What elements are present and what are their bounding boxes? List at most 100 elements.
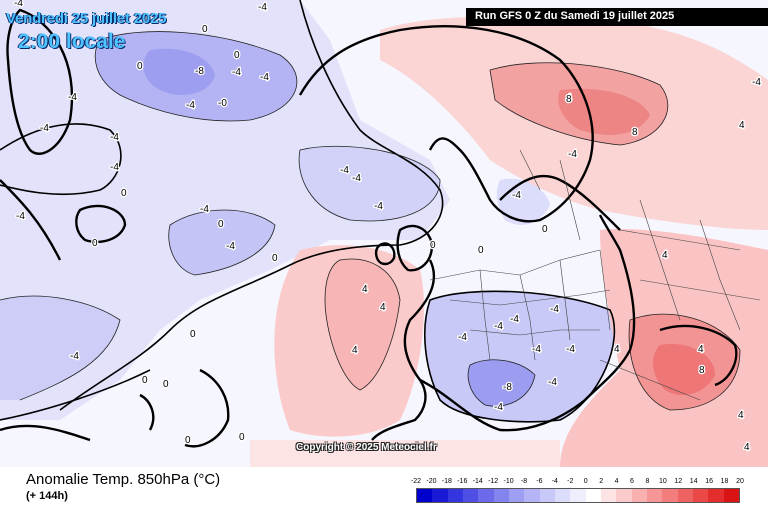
contour-label: 0 (202, 24, 208, 35)
contour-label: -4 (752, 77, 761, 88)
contour-label: -4 (40, 123, 49, 134)
coastlines (0, 8, 738, 448)
scale-tick-label: -18 (441, 478, 452, 485)
contour-label: -4 (494, 402, 503, 413)
contour-label: -0 (218, 98, 227, 109)
forecast-map: -4 -4 0 -8 0 -4 -4 0 -4 -0 -4 -4 -4 -4 0 -4 -4 0 0 -4 0 -4 -4-… (0, 0, 768, 467)
scale-tick-label: -22 (410, 478, 422, 485)
scale-swatch (692, 489, 709, 502)
scale-swatch (539, 489, 555, 502)
contour-label: 0 (430, 240, 436, 251)
forecast-time: 2:00 locale (18, 30, 126, 53)
contour-label: -4 (550, 304, 559, 315)
scale-swatch (646, 489, 663, 502)
contour-label: 0 (542, 224, 548, 235)
contour-label: 8 (566, 94, 572, 105)
contour-label: -4 (16, 211, 25, 222)
scale-tick-label: 18 (720, 478, 729, 485)
contour-label: -4 (532, 344, 541, 355)
contour-label: -4 (258, 2, 267, 13)
contour-label: -4 (70, 351, 79, 362)
contour-label: -4 (68, 92, 77, 103)
scale-tick-label: 6 (630, 478, 634, 485)
map-canvas: -4 -40-80-4 -40-4 -0-4-4-4-40-4-400-40-4-4-… (0, 0, 768, 467)
scale-tick-label: 10 (658, 478, 667, 485)
scale-swatch (524, 489, 540, 502)
contour-label: 0 (234, 50, 240, 61)
forecast-date: Vendredi 25 juillet 2025 (6, 10, 167, 27)
country-borders (429, 149, 761, 401)
contour-label: -8 (503, 382, 512, 393)
contour-label: -4 (200, 204, 209, 215)
scale-tick-labels: -22 -20 -18 -16 -14 -12 -10 -8 -6 -4 -2 0 2 4 6 8 10 12 14… (410, 478, 746, 488)
contour-label: 4 (739, 120, 745, 131)
contour-label: 0 (121, 188, 127, 199)
contour-label: 0 (163, 379, 169, 390)
scale-tick-label: -14 (472, 478, 483, 485)
scale-swatch (677, 489, 693, 502)
contour-labels: -4 -40-80-4 -40-4 -0-4-4-4-40-4-400-40-4-4-… (13, 0, 763, 454)
anomaly-contours (0, 31, 741, 411)
scale-tick-label: 2 (599, 478, 604, 485)
contour-label: 4 (614, 344, 620, 355)
contour-label: -4 (512, 190, 521, 201)
contour-label: 4 (566, 93, 572, 104)
scale-swatch (554, 489, 571, 502)
scale-tick-label: -8 (520, 478, 528, 485)
zero-contours (0, 0, 616, 423)
contour-label: -4 (494, 321, 503, 332)
scale-swatch (478, 489, 494, 502)
contour-label: 4 (738, 410, 744, 421)
scale-swatch (508, 489, 525, 502)
scale-tick-label: 4 (614, 478, 619, 485)
contour-label: -4 (110, 162, 119, 173)
scale-tick-label: 20 (736, 478, 744, 485)
scale-swatch (616, 489, 632, 502)
contour-label: -4 (340, 165, 349, 176)
contour-label: 8 (699, 365, 705, 376)
contour-label: 4 (362, 284, 368, 295)
contour-label: 0 (185, 435, 191, 446)
scale-swatches (416, 488, 740, 503)
contour-label: 0 (137, 61, 143, 72)
scale-swatch (417, 489, 433, 502)
color-scale: -22 -20 -18 -16 -14 -12 -10 -8 -6 -4 -2 0 2 4 6 8 10 12 14… (410, 478, 746, 504)
contour-label: 4 (662, 250, 668, 261)
contour-label: -4 (226, 241, 235, 252)
scale-tick-label: -6 (536, 478, 543, 485)
scale-swatch (570, 489, 586, 502)
contour-label: -4 (260, 72, 269, 83)
contour-label: -4 (110, 132, 119, 143)
contour-label: -4 (548, 377, 557, 388)
legend-subtitle: (+ 144h) (26, 490, 68, 502)
contour-label: 0 (190, 329, 196, 340)
contour-label: 0 (218, 219, 224, 230)
scale-swatch (432, 489, 448, 502)
contour-label: 4 (380, 302, 386, 313)
scale-tick-label: -16 (457, 478, 468, 485)
contour-label: -4 (566, 344, 575, 355)
contour-label: -4 (568, 149, 577, 160)
contour-label: 0 (239, 432, 245, 443)
contour-label: -4 (232, 67, 241, 78)
legend-title: Anomalie Temp. 850hPa (°C) (26, 471, 221, 488)
scale-swatch (631, 489, 647, 502)
scale-swatch (708, 489, 724, 502)
scale-swatch (662, 489, 678, 502)
contour-label: 0 (142, 375, 148, 386)
scale-tick-label: -4 (551, 478, 558, 485)
scale-tick-label: -20 (426, 478, 437, 485)
scale-swatch (493, 489, 509, 502)
contour-label: -4 (510, 314, 519, 325)
contour-label: 4 (698, 344, 704, 355)
contour-label: 4 (352, 345, 358, 356)
contour-label: -4 (374, 201, 383, 212)
run-label: Run GFS 0 Z du Samedi 19 juillet 2025 (466, 8, 768, 26)
legend-bar: Anomalie Temp. 850hPa (°C) (+ 144h) -22-… (0, 467, 768, 507)
scale-swatch (447, 489, 463, 502)
scale-swatch (600, 489, 617, 502)
contour-label: -4 (186, 100, 195, 111)
contour-label: 8 (632, 127, 638, 138)
warm-anomaly-zones (250, 16, 768, 467)
contour-label: -4 (458, 332, 467, 343)
